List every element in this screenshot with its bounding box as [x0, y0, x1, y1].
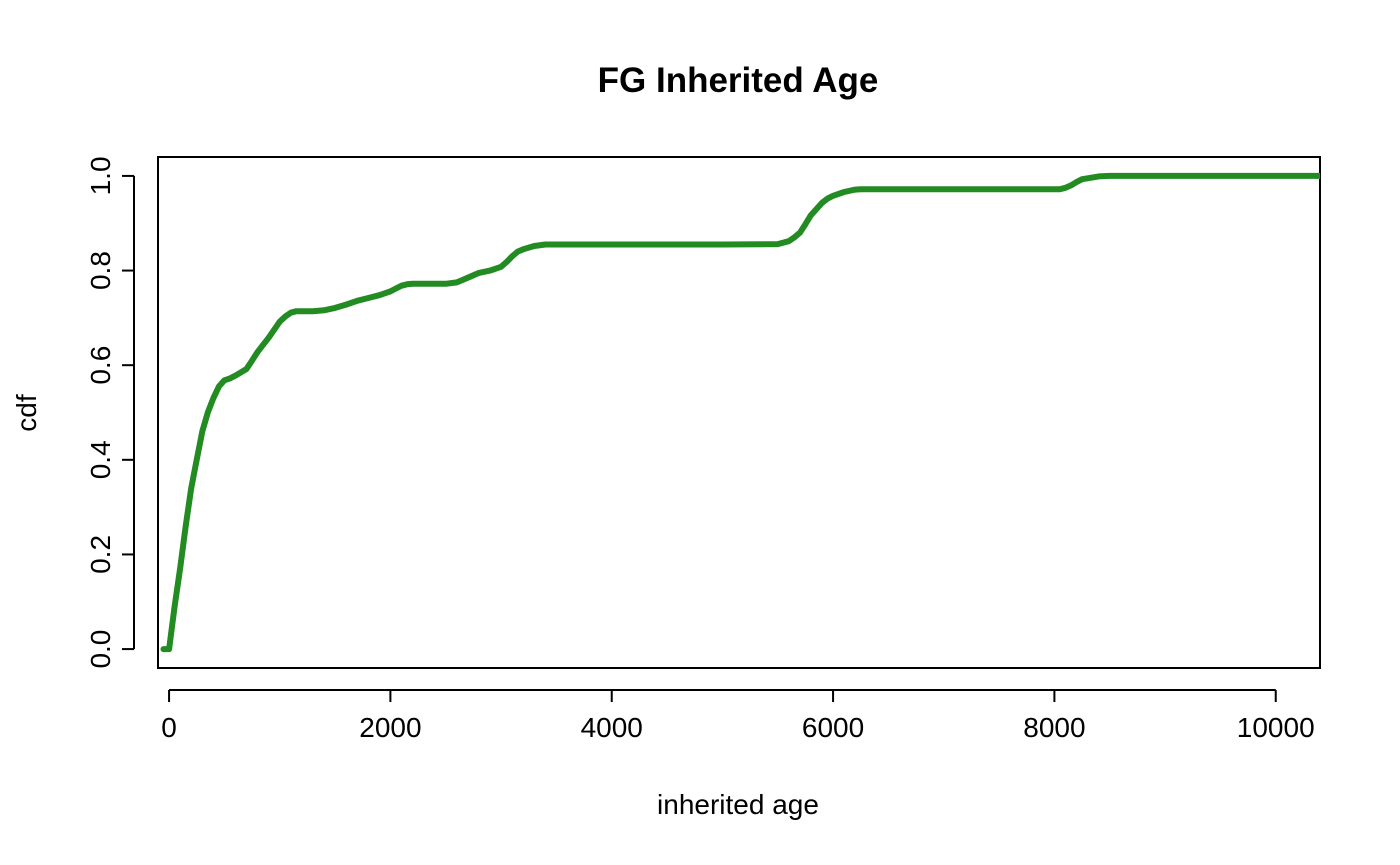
y-tick-label: 1.0: [85, 156, 116, 195]
x-axis: 0 2000 4000 6000 8000 10000: [161, 689, 1315, 743]
y-axis: 0.0 0.2 0.4 0.6 0.8 1.0: [85, 156, 135, 669]
plot-frame: [157, 156, 1321, 669]
cdf-series-line: [160, 172, 1320, 653]
chart-title: FG Inherited Age: [598, 61, 879, 100]
x-tick-label: 2000: [359, 712, 421, 743]
x-tick-label: 4000: [581, 712, 643, 743]
y-tick-label: 0.2: [85, 535, 116, 574]
x-tick-label: 8000: [1023, 712, 1085, 743]
x-tick-label: 6000: [802, 712, 864, 743]
x-tick-label: 0: [161, 712, 177, 743]
series-layer: [160, 172, 1320, 653]
y-tick-label: 0.4: [85, 440, 116, 479]
x-tick-label: 10000: [1237, 712, 1315, 743]
y-tick-label: 0.6: [85, 346, 116, 385]
x-axis-label: inherited age: [657, 789, 819, 820]
y-axis-label: cdf: [11, 394, 42, 432]
y-tick-label: 0.8: [85, 251, 116, 290]
y-tick-label: 0.0: [85, 630, 116, 669]
